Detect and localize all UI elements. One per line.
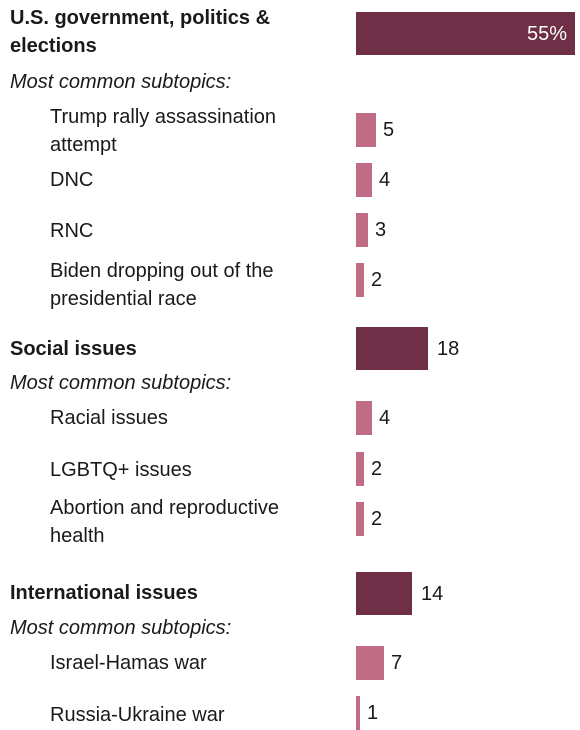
main-bar [356, 327, 428, 370]
main-bar [356, 572, 412, 615]
subtopic-label: LGBTQ+ issues [50, 459, 192, 481]
value-label: 2 [371, 508, 383, 530]
subtopics-note: Most common subtopics: [10, 372, 232, 394]
subtopics-note: Most common subtopics: [10, 617, 232, 639]
subtopic-bar [356, 113, 376, 147]
value-label: 2 [371, 269, 383, 291]
category-label: International issues [10, 582, 198, 604]
subtopic-label: DNC [50, 169, 94, 191]
subtopics-note: Most common subtopics: [10, 71, 232, 93]
value-label: 7 [391, 652, 403, 674]
subtopic-label: Abortion and reproductive health [50, 497, 280, 547]
subtopic-bar [356, 263, 364, 297]
subtopic-bar [356, 401, 372, 435]
subtopic-bar [356, 163, 372, 197]
subtopic-label: Biden dropping out of the presidential r… [50, 260, 274, 310]
value-label: 3 [375, 219, 387, 241]
value-label: 1 [367, 702, 379, 724]
value-label: 55% [526, 22, 567, 45]
value-label: 14 [421, 582, 444, 605]
subtopic-label: Trump rally assassination attempt [50, 106, 277, 156]
subtopic-label: Russia-Ukraine war [50, 704, 225, 726]
main-bar [356, 12, 575, 55]
subtopic-bar [356, 696, 360, 730]
value-label: 4 [379, 169, 391, 191]
subtopic-bar [356, 213, 368, 247]
value-label: 2 [371, 458, 383, 480]
subtopic-bar [356, 502, 364, 536]
category-label: U.S. government, politics & elections [10, 7, 271, 57]
subtopic-bar [356, 646, 384, 680]
subtopic-label: Israel-Hamas war [50, 652, 207, 674]
subtopic-label: Racial issues [50, 407, 168, 429]
category-label: Social issues [10, 338, 137, 360]
subtopic-bar [356, 452, 364, 486]
value-label: 5 [383, 119, 395, 141]
value-label: 4 [379, 407, 391, 429]
value-label: 18 [437, 337, 460, 360]
subtopic-label: RNC [50, 220, 94, 242]
